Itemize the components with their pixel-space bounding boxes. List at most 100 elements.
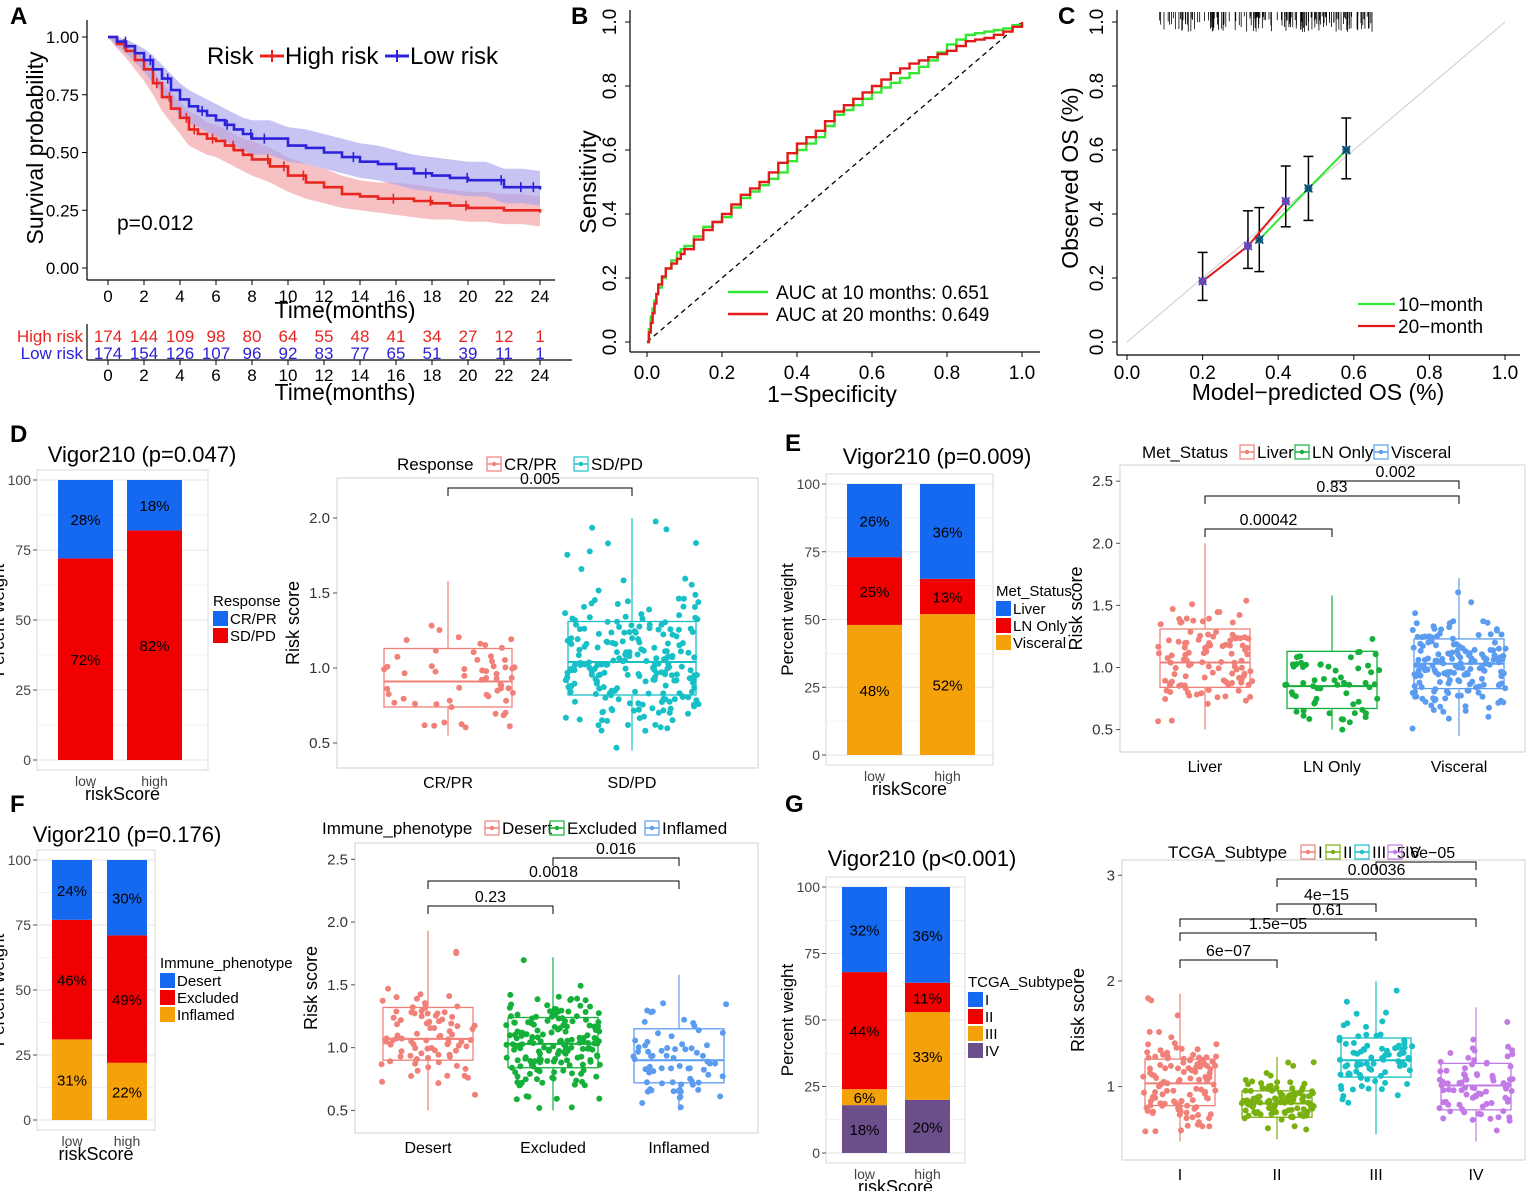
jitter-point bbox=[1337, 674, 1344, 681]
jitter-point bbox=[582, 997, 589, 1004]
jitter-point bbox=[1369, 636, 1376, 642]
jitter-point bbox=[595, 722, 602, 729]
jitter-point bbox=[1299, 1084, 1306, 1091]
jitter-point bbox=[614, 618, 621, 625]
jitter-point bbox=[678, 1081, 685, 1088]
jitter-point bbox=[1450, 641, 1457, 648]
jitter-point bbox=[1376, 667, 1383, 674]
segment-percent-label: 28% bbox=[70, 512, 100, 529]
jitter-point bbox=[1485, 713, 1492, 720]
jitter-point bbox=[693, 540, 699, 546]
legend-label: Excluded bbox=[177, 990, 239, 1007]
jitter-point bbox=[400, 695, 407, 702]
jitter-point bbox=[643, 658, 650, 664]
x-tick-label: 0.6 bbox=[1341, 363, 1367, 384]
jitter-point bbox=[1259, 1084, 1266, 1091]
jitter-point bbox=[692, 591, 699, 598]
reference-diagonal bbox=[646, 21, 1023, 343]
segment-percent-label: 6% bbox=[854, 1090, 876, 1107]
jitter-point bbox=[648, 1053, 655, 1060]
jitter-point bbox=[650, 664, 657, 671]
risk-table-cell: 1 bbox=[535, 327, 544, 346]
jitter-point bbox=[413, 995, 420, 1002]
jitter-point bbox=[1440, 708, 1447, 715]
jitter-point bbox=[568, 1104, 575, 1111]
jitter-point bbox=[508, 1013, 514, 1020]
comparison-bracket bbox=[552, 857, 680, 866]
jitter-point bbox=[1500, 1080, 1507, 1087]
legend-label: CR/PR bbox=[230, 611, 277, 628]
jitter-point bbox=[1447, 1050, 1454, 1056]
jitter-point bbox=[578, 1053, 585, 1060]
risk-table-cell: 51 bbox=[423, 344, 442, 363]
jitter-point bbox=[1429, 662, 1436, 669]
jitter-point bbox=[1363, 1023, 1369, 1030]
stacked-bar-segment bbox=[920, 578, 975, 615]
calibration-point-cross bbox=[1281, 196, 1291, 206]
jitter-point bbox=[503, 1054, 510, 1061]
legend-title: Risk bbox=[207, 43, 255, 70]
jitter-point bbox=[583, 1016, 589, 1023]
jitter-point bbox=[582, 1009, 589, 1015]
jitter-point bbox=[1238, 679, 1245, 686]
jitter-point bbox=[517, 1029, 524, 1036]
legend-key bbox=[213, 628, 228, 643]
jitter-point bbox=[461, 672, 468, 679]
jitter-point bbox=[1147, 1098, 1154, 1105]
jitter-point bbox=[431, 1025, 438, 1031]
jitter-point bbox=[477, 640, 484, 647]
risk-table-x-tick-label: 8 bbox=[247, 366, 256, 385]
jitter-point bbox=[1172, 665, 1179, 671]
risk-table-cell: 174 bbox=[94, 344, 122, 363]
stacked-bar-segment bbox=[905, 982, 950, 1013]
jitter-point bbox=[1180, 1059, 1187, 1066]
jitter-point bbox=[1197, 632, 1204, 639]
jitter-point bbox=[1204, 1095, 1211, 1102]
legend-key-dot bbox=[1330, 849, 1336, 855]
jitter-point bbox=[595, 672, 602, 679]
jitter-point bbox=[1456, 1080, 1463, 1086]
jitter-point bbox=[1433, 657, 1440, 664]
y-tick-label: 1.0 bbox=[1092, 659, 1113, 676]
risk-table-cell: 96 bbox=[243, 344, 262, 363]
legend-label: SD/PD bbox=[230, 628, 276, 645]
y-tick-label: 2.0 bbox=[309, 510, 330, 527]
jitter-point bbox=[1379, 1045, 1385, 1052]
jitter-point bbox=[596, 685, 603, 692]
stacked-bar-segment bbox=[847, 557, 902, 625]
jitter-point bbox=[1364, 1076, 1371, 1083]
jitter-point bbox=[503, 697, 510, 704]
jitter-point bbox=[624, 671, 631, 678]
jitter-point bbox=[553, 1095, 560, 1102]
chart-title: Vigor210 (p=0.176) bbox=[33, 822, 222, 847]
jitter-point bbox=[1393, 1044, 1400, 1051]
y-tick-label: 1.0 bbox=[600, 9, 621, 35]
comparison-p-value: 0.61 bbox=[1312, 902, 1343, 919]
jitter-point bbox=[1167, 659, 1174, 666]
jitter-point bbox=[1167, 1062, 1174, 1069]
jitter-point bbox=[579, 1061, 586, 1068]
jitter-point bbox=[1439, 1078, 1446, 1085]
jitter-point bbox=[506, 1004, 513, 1011]
panel-label: C bbox=[1058, 3, 1075, 30]
y-tick-label: 0.6 bbox=[1087, 137, 1108, 163]
jitter-point bbox=[1195, 1112, 1202, 1118]
jitter-point bbox=[1502, 645, 1509, 652]
jitter-point bbox=[583, 640, 590, 647]
jitter-point bbox=[1168, 1034, 1175, 1041]
jitter-point bbox=[695, 1079, 702, 1086]
jitter-point bbox=[1310, 1059, 1317, 1066]
jitter-point bbox=[1206, 1070, 1213, 1077]
jitter-point bbox=[685, 694, 692, 701]
jitter-point bbox=[676, 612, 683, 619]
jitter-point bbox=[385, 691, 392, 698]
stacked-bar-segment bbox=[842, 972, 887, 1090]
jitter-point bbox=[1394, 1092, 1401, 1099]
jitter-point bbox=[693, 697, 700, 704]
jitter-point bbox=[465, 1074, 471, 1081]
jitter-point bbox=[423, 1020, 430, 1027]
jitter-point bbox=[1412, 688, 1418, 695]
jitter-point bbox=[581, 625, 588, 632]
jitter-point bbox=[591, 1035, 598, 1041]
panel-e-stacked-bar: 48% 25% 26% 52% 13% 36% 0 25 50 75 100 low highriskS… bbox=[778, 444, 1072, 799]
